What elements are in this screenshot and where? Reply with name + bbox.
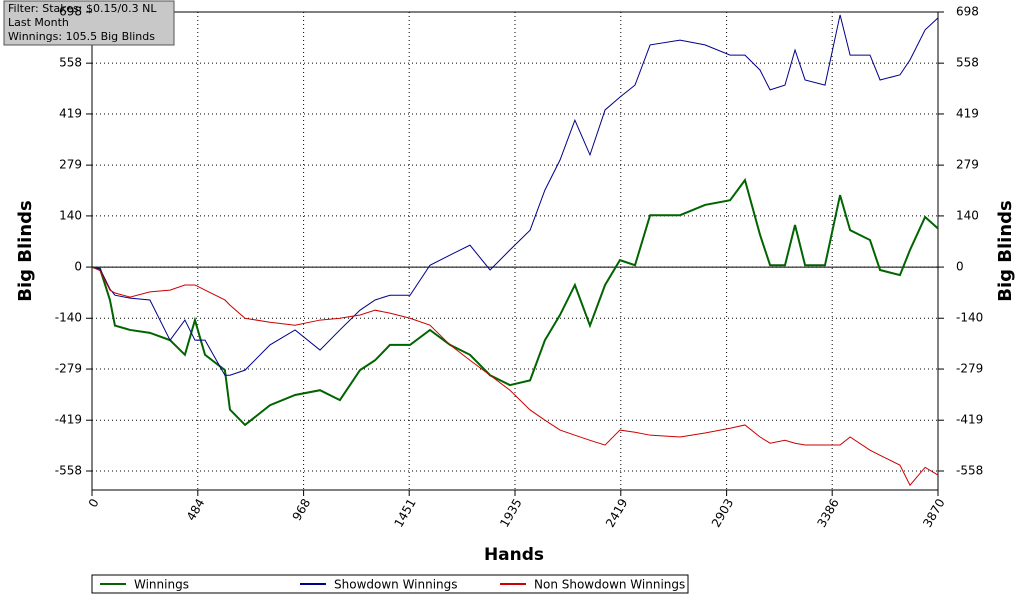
y2-tick-label: 698 — [956, 5, 979, 19]
y2-tick-label: 558 — [956, 56, 979, 70]
legend-label: Showdown Winnings — [334, 578, 458, 592]
y-axis-label: Big Blinds — [15, 200, 36, 302]
series-line — [91, 177, 939, 427]
y2-tick-label: 279 — [956, 158, 979, 172]
x-axis-label: Hands — [484, 545, 544, 565]
legend-label: Winnings — [134, 578, 189, 592]
plot-area — [91, 11, 939, 490]
info-text: Last Month — [8, 16, 69, 29]
y-tick-label: 0 — [74, 260, 82, 274]
y-tick-label: 140 — [59, 208, 82, 222]
y2-tick-label: -419 — [956, 413, 983, 427]
y-tick-label: 558 — [59, 56, 82, 70]
info-text: Filter: Stakes: $0.15/0.3 NL — [8, 2, 157, 15]
y-tick-label: -419 — [55, 413, 82, 427]
info-text: Winnings: 105.5 Big Blinds — [8, 30, 155, 43]
y-tick-label: 279 — [59, 158, 82, 172]
y-tick-label: -279 — [55, 362, 82, 376]
series-line — [91, 14, 939, 376]
y-tick-label: 419 — [59, 106, 82, 120]
series-line — [91, 266, 939, 487]
y2-axis-label: Big Blinds — [995, 200, 1016, 302]
y2-tick-label: 419 — [956, 106, 979, 120]
legend — [91, 574, 689, 594]
y-tick-label: -140 — [55, 311, 82, 325]
info-box — [3, 0, 175, 46]
y-tick-label: -558 — [55, 463, 82, 477]
y2-tick-label: -140 — [956, 311, 983, 325]
y2-tick-label: 0 — [956, 260, 964, 274]
y2-tick-label: -558 — [956, 463, 983, 477]
y2-tick-label: 140 — [956, 208, 979, 222]
legend-label: Non Showdown Winnings — [534, 578, 685, 592]
y-tick-label: 698 — [59, 5, 82, 19]
y2-tick-label: -279 — [956, 362, 983, 376]
